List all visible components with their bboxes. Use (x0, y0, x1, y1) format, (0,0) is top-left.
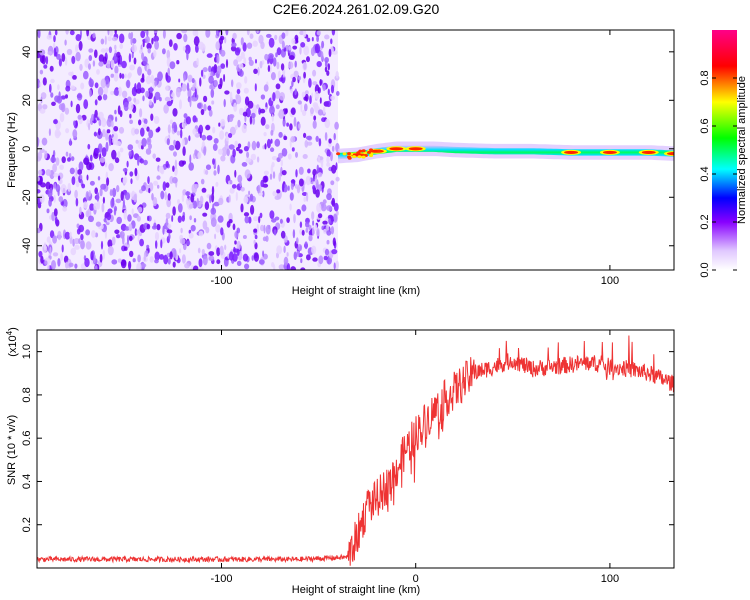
snr-panel: -100 0 100 0.2 0.4 0.6 0.8 1.0 Height of straig… (5, 327, 675, 596)
x-tick-label: 100 (601, 573, 619, 585)
snr-y-multiplier: (x104) (5, 327, 19, 357)
colorbar-tick-label: 0.0 (699, 262, 711, 277)
colorbar-ticks: 0.0 0.2 0.4 0.6 0.8 (699, 70, 737, 278)
snr-ticks: -100 0 100 0.2 0.4 0.6 0.8 1.0 (21, 330, 674, 585)
signal-peaks (336, 146, 674, 160)
colorbar: 0.0 0.2 0.4 0.6 0.8 Normalized spectral ampl… (699, 30, 748, 278)
colorbar-tick-label: 0.4 (699, 166, 711, 181)
spectrogram-frame (36, 29, 675, 271)
colorbar-label: Normalized spectral amplitude (736, 76, 748, 224)
y-tick-label: 0.6 (21, 431, 33, 446)
x-tick-label: 0 (413, 573, 419, 585)
colorbar-tick-label: 0.6 (699, 118, 711, 133)
noise-speckles (37, 30, 340, 270)
x-tick-label: 100 (601, 275, 619, 287)
snr-series-line (37, 335, 674, 566)
colorbar-gradient (712, 30, 737, 270)
chart-title: C2E6.2024.261.02.09.G20 (273, 1, 440, 17)
snr-plot-area (37, 335, 674, 566)
spectrogram-ticks: -100 100 -40 -20 0 20 40 (21, 30, 674, 287)
x-tick-label: -100 (210, 275, 232, 287)
spectrogram-y-label: Frequency (Hz) (6, 112, 18, 188)
y-tick-label: 20 (21, 94, 33, 106)
y-tick-label: 0.4 (21, 474, 33, 489)
y-tick-label: 0.8 (21, 387, 33, 402)
colorbar-tick-label: 0.8 (699, 70, 711, 85)
y-tick-label: 0.2 (21, 517, 33, 532)
snr-frame (36, 329, 675, 569)
signal-track (336, 141, 674, 164)
spectrogram-plot-area (37, 30, 674, 270)
colorbar-tick-label: 0.2 (699, 214, 711, 229)
y-tick-label: 1.0 (21, 344, 33, 359)
snr-y-label: SNR (10 * v/v) (6, 415, 18, 485)
y-tick-label: -20 (21, 189, 33, 205)
y-tick-label: 0 (21, 146, 33, 152)
x-tick-label: -100 (210, 573, 232, 585)
snr-x-label: Height of straight line (km) (292, 584, 420, 596)
spectrogram-panel: -100 100 -40 -20 0 20 40 Height of straight li… (6, 29, 675, 297)
y-tick-label: -40 (21, 238, 33, 254)
spectrogram-x-label: Height of straight line (km) (292, 285, 420, 297)
y-tick-label: 40 (21, 46, 33, 58)
